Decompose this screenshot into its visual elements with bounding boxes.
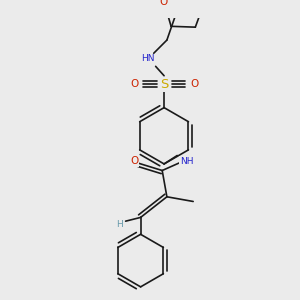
Text: HN: HN bbox=[141, 54, 155, 63]
Text: O: O bbox=[130, 79, 138, 89]
Text: O: O bbox=[159, 0, 168, 7]
Text: H: H bbox=[117, 220, 123, 230]
Text: S: S bbox=[160, 78, 168, 91]
Text: NH: NH bbox=[180, 157, 193, 166]
Text: O: O bbox=[130, 156, 138, 166]
Text: O: O bbox=[190, 79, 198, 89]
